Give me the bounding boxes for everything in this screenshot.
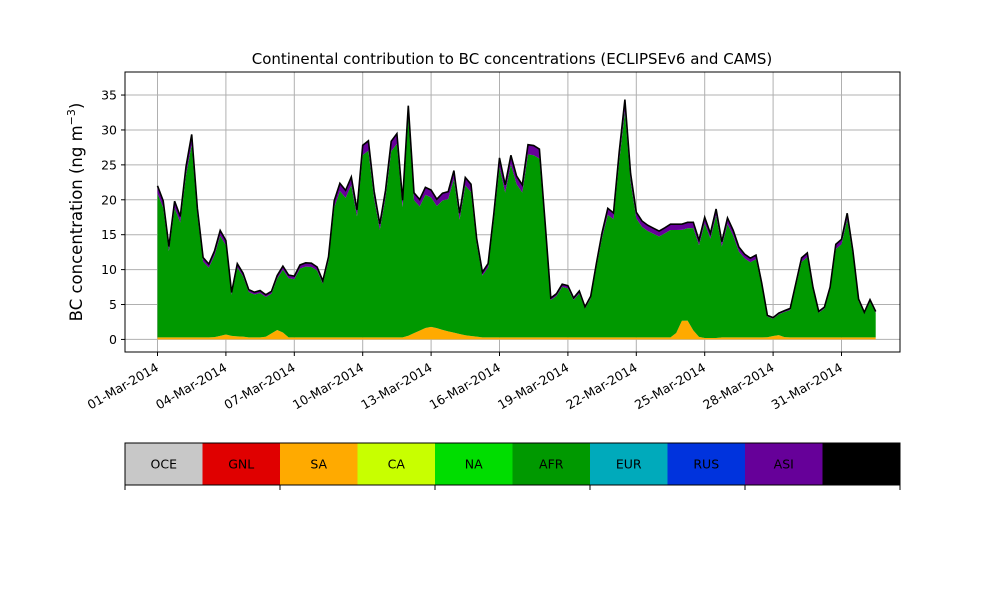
- legend-swatch-na: [435, 443, 513, 485]
- total-line: [156, 99, 877, 319]
- legend-swatch-sa: [280, 443, 358, 485]
- x-tick-label: 19-Mar-2014: [495, 360, 571, 413]
- x-tick-label: 16-Mar-2014: [427, 360, 503, 413]
- legend-label-afr: AFR: [539, 457, 564, 472]
- stacked-areas: [157, 99, 876, 340]
- legend-frame: [124, 442, 901, 486]
- legend-label-na: NA: [465, 457, 483, 472]
- plot-frame: [124, 71, 901, 353]
- x-axis-ticks: 01-Mar-201404-Mar-201407-Mar-201410-Mar-…: [85, 352, 845, 412]
- legend-colorbar: OCE GNL SA CA NA AFR EUR RUS ASI AUS: [124, 442, 901, 490]
- x-tick-label: 01-Mar-2014: [85, 360, 161, 413]
- y-tick-label: 5: [109, 297, 117, 312]
- legend-swatch-rus: [667, 443, 745, 485]
- y-tick-label: 10: [101, 262, 117, 277]
- y-axis-label-superscript: −3: [65, 109, 78, 125]
- legend-swatch-eur: [590, 443, 668, 485]
- y-tick-label: 30: [101, 122, 117, 137]
- legend-label-oce: OCE: [151, 457, 178, 472]
- legend-label-rus: RUS: [693, 457, 719, 472]
- chart-title: Continental contribution to BC concentra…: [252, 50, 773, 68]
- x-tick-label: 13-Mar-2014: [358, 360, 434, 413]
- y-tick-label: 35: [101, 88, 117, 103]
- legend-label-eur: EUR: [616, 457, 642, 472]
- y-tick-label: 25: [101, 157, 117, 172]
- y-axis-label: BC concentration (ng m−3): [65, 103, 86, 322]
- area-sa: [157, 320, 876, 340]
- legend-label-ca: CA: [388, 457, 406, 472]
- legend-swatch-aus: [822, 443, 900, 485]
- x-tick-label: 22-Mar-2014: [563, 360, 639, 413]
- legend-swatch-ca: [357, 443, 435, 485]
- x-tick-label: 10-Mar-2014: [290, 360, 366, 413]
- x-tick-label: 25-Mar-2014: [632, 360, 708, 413]
- total-series-line: [156, 99, 877, 319]
- y-tick-label: 15: [101, 227, 117, 242]
- legend-swatch-asi: [745, 443, 823, 485]
- legend-label-aus: AUS: [848, 457, 874, 472]
- legend-swatch-gnl: [202, 443, 280, 485]
- y-axis-label-close: ): [67, 103, 86, 109]
- area-afr: [157, 111, 876, 339]
- y-tick-label: 0: [109, 332, 117, 347]
- y-tick-label: 20: [101, 192, 117, 207]
- y-axis-ticks: 0 5 10 15 20 25 30 35: [101, 88, 125, 347]
- x-tick-label: 04-Mar-2014: [153, 360, 229, 413]
- x-tick-label: 07-Mar-2014: [221, 360, 297, 413]
- legend-label-gnl: GNL: [228, 457, 254, 472]
- x-tick-label: 28-Mar-2014: [700, 360, 776, 413]
- legend-swatch-oce: [125, 443, 203, 485]
- x-tick-label: 31-Mar-2014: [769, 360, 845, 413]
- legend-swatch-afr: [512, 443, 590, 485]
- legend-label-asi: ASI: [774, 457, 794, 472]
- legend-label-sa: SA: [310, 457, 327, 472]
- y-axis-label-main: BC concentration (ng m: [67, 125, 86, 321]
